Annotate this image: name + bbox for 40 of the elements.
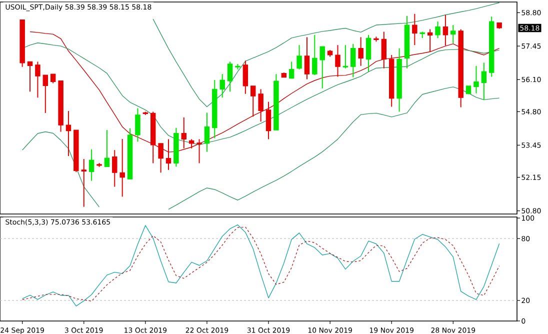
candlestick	[474, 65, 479, 94]
candlestick	[296, 44, 302, 70]
candlestick	[427, 28, 433, 52]
candlestick	[412, 13, 418, 46]
candlestick	[258, 88, 264, 122]
candlestick	[450, 24, 456, 44]
candlestick	[158, 142, 164, 174]
candlestick	[242, 60, 248, 94]
candlestick	[381, 31, 387, 69]
candlestick	[335, 44, 340, 78]
candlestick	[50, 74, 56, 84]
candlestick	[104, 130, 110, 168]
candlestick	[227, 61, 233, 92]
candlestick	[166, 138, 172, 170]
candlestick	[304, 36, 310, 80]
candlestick	[435, 21, 440, 39]
candlestick	[358, 36, 364, 66]
candlestick	[88, 148, 94, 182]
candlestick	[27, 61, 33, 92]
candlestick	[120, 138, 125, 198]
candlestick	[320, 46, 325, 89]
candlestick	[112, 150, 118, 188]
candlestick	[288, 61, 294, 79]
candlestick	[220, 74, 225, 98]
candlestick	[366, 34, 372, 72]
candlestick	[266, 101, 272, 140]
candlestick	[342, 44, 348, 69]
candlestick	[181, 116, 186, 149]
candlestick	[312, 34, 318, 76]
candlestick	[481, 62, 487, 101]
candlestick	[204, 112, 210, 152]
candlestick	[442, 14, 448, 46]
candlestick	[35, 61, 40, 98]
candlestick	[42, 74, 48, 114]
candlestick	[81, 158, 86, 208]
candlestick	[66, 110, 72, 157]
candlestick	[135, 108, 140, 142]
candlestick	[350, 43, 356, 78]
candlestick	[250, 85, 256, 118]
candlestick	[196, 138, 202, 164]
